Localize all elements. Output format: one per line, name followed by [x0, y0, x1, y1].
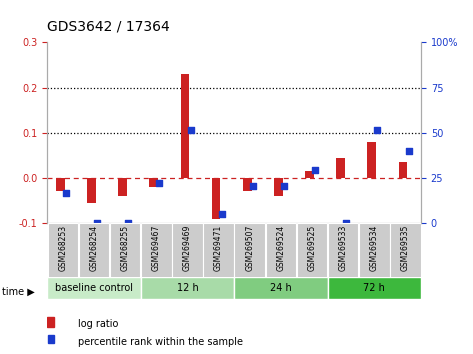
- Point: [124, 220, 132, 226]
- Text: GSM268254: GSM268254: [89, 225, 98, 271]
- Bar: [368, 142, 376, 178]
- Bar: [48, 335, 54, 343]
- Bar: [235, 223, 265, 278]
- Bar: [359, 223, 390, 278]
- Bar: [212, 178, 220, 218]
- Point: [156, 181, 163, 186]
- Text: GSM269471: GSM269471: [214, 225, 223, 271]
- Point: [374, 127, 381, 133]
- Point: [218, 211, 226, 217]
- Text: GSM269534: GSM269534: [370, 225, 379, 271]
- Bar: [47, 317, 54, 327]
- Point: [342, 220, 350, 226]
- Text: GSM269525: GSM269525: [307, 225, 316, 271]
- Point: [249, 183, 256, 189]
- Point: [280, 183, 288, 189]
- Bar: [243, 178, 252, 192]
- Text: 72 h: 72 h: [363, 283, 385, 293]
- Bar: [297, 223, 327, 278]
- Text: GSM269533: GSM269533: [339, 225, 348, 271]
- Text: percentile rank within the sample: percentile rank within the sample: [78, 337, 243, 347]
- Bar: [265, 223, 296, 278]
- Bar: [56, 178, 65, 192]
- Text: GDS3642 / 17364: GDS3642 / 17364: [47, 19, 170, 34]
- Point: [187, 127, 194, 133]
- Text: GSM269507: GSM269507: [245, 225, 254, 271]
- Text: GSM269535: GSM269535: [401, 225, 410, 271]
- Bar: [181, 74, 189, 178]
- Text: GSM268253: GSM268253: [58, 225, 67, 271]
- Bar: [328, 223, 359, 278]
- Text: time ▶: time ▶: [2, 286, 35, 296]
- Bar: [141, 277, 234, 299]
- Bar: [390, 223, 420, 278]
- Bar: [47, 277, 141, 299]
- Text: baseline control: baseline control: [55, 283, 133, 293]
- Text: GSM269467: GSM269467: [152, 225, 161, 271]
- Bar: [327, 277, 421, 299]
- Bar: [149, 178, 158, 187]
- Bar: [87, 178, 96, 203]
- Text: GSM268255: GSM268255: [121, 225, 130, 271]
- Point: [62, 190, 70, 196]
- Text: GSM269469: GSM269469: [183, 225, 192, 271]
- Text: 24 h: 24 h: [270, 283, 292, 293]
- Point: [405, 148, 412, 154]
- Bar: [79, 223, 109, 278]
- Bar: [141, 223, 172, 278]
- Bar: [274, 178, 283, 196]
- Point: [311, 167, 319, 173]
- Bar: [172, 223, 203, 278]
- Bar: [234, 277, 327, 299]
- Bar: [110, 223, 140, 278]
- Bar: [336, 158, 345, 178]
- Bar: [399, 162, 407, 178]
- Bar: [48, 223, 78, 278]
- Text: log ratio: log ratio: [78, 319, 118, 329]
- Point: [93, 220, 101, 226]
- Bar: [203, 223, 234, 278]
- Bar: [305, 171, 314, 178]
- Text: 12 h: 12 h: [176, 283, 198, 293]
- Bar: [118, 178, 127, 196]
- Text: GSM269524: GSM269524: [276, 225, 285, 271]
